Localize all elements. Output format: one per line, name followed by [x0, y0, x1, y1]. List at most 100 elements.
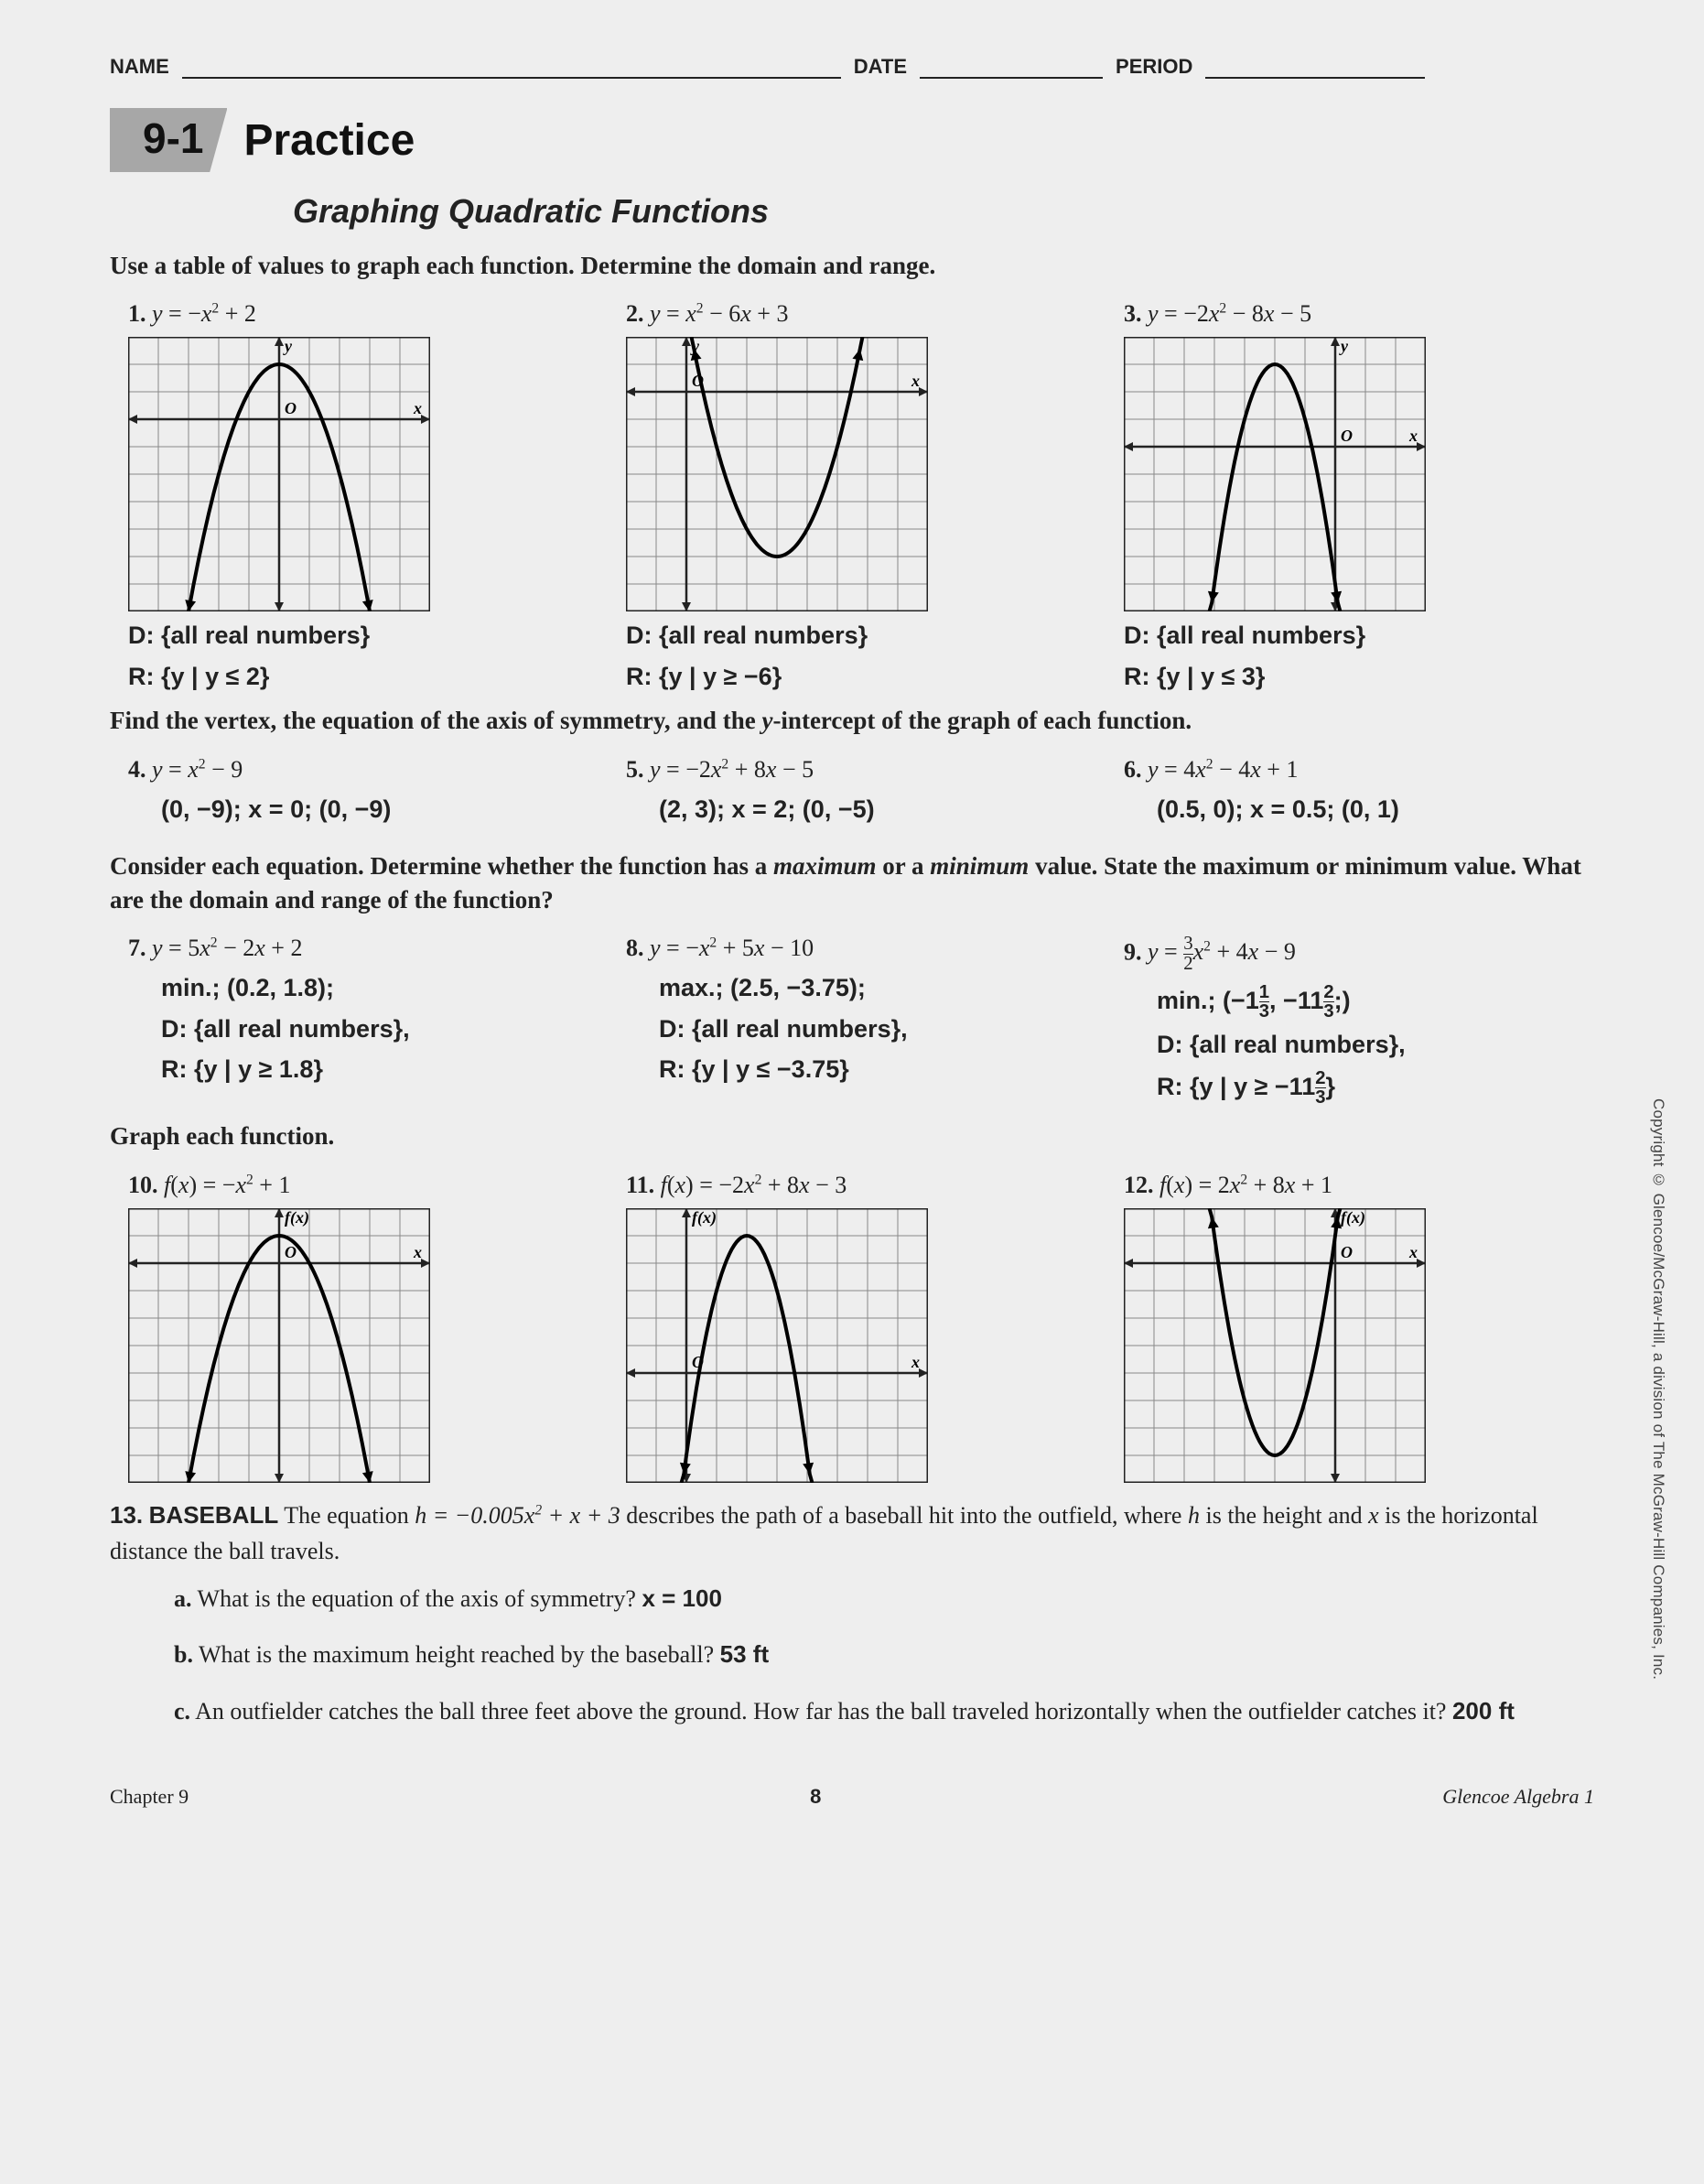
q9-l1: min.; (−113, −1123;) [1157, 983, 1594, 1022]
q6: 6. y = 4x2 − 4x + 1 (0.5, 0); x = 0.5; (… [1124, 756, 1594, 826]
row-q10-12: 10. f(x) = −x2 + 1 x f(x) O 11. f(x) = −2x… [128, 1172, 1594, 1483]
q13a: a. What is the equation of the axis of s… [174, 1580, 1594, 1618]
q1-graph: x y O [128, 337, 430, 611]
q11-eq: f(x) = −2x2 + 8x − 3 [661, 1172, 847, 1198]
row-q4-6: 4. y = x2 − 9 (0, −9); x = 0; (0, −9) 5.… [128, 756, 1594, 826]
q2-num: 2. [626, 300, 644, 327]
q1-range: R: {y | y ≤ 2} [128, 660, 599, 693]
lesson-number: 9-1 [110, 108, 227, 172]
svg-text:y: y [283, 337, 293, 355]
q10-num: 10. [128, 1172, 158, 1198]
q8-l3: R: {y | y ≤ −3.75} [659, 1053, 1096, 1086]
svg-text:O: O [1341, 1243, 1353, 1261]
q10: 10. f(x) = −x2 + 1 x f(x) O [128, 1172, 599, 1483]
q13-eq: h = −0.005x2 + x + 3 [415, 1502, 620, 1529]
svg-text:f(x): f(x) [1341, 1208, 1365, 1227]
q8: 8. y = −x2 + 5x − 10 max.; (2.5, −3.75);… [626, 935, 1096, 1107]
svg-text:O: O [1341, 427, 1353, 445]
period-label: PERIOD [1116, 55, 1192, 79]
svg-text:x: x [413, 399, 422, 417]
header-line: NAME DATE PERIOD [110, 55, 1594, 79]
svg-text:O: O [285, 399, 297, 417]
q10-eq: f(x) = −x2 + 1 [164, 1172, 290, 1198]
q13c-ans: 200 ft [1452, 1697, 1515, 1724]
svg-text:x: x [911, 1353, 920, 1371]
q13c: c. An outfielder catches the ball three … [174, 1692, 1594, 1731]
q12-graph: x f(x) O [1124, 1208, 1426, 1483]
q7-eq: y = 5x2 − 2x + 2 [152, 935, 302, 961]
lesson-title: Practice [243, 115, 415, 166]
name-blank [182, 55, 841, 79]
q9: 9. y = 32x2 + 4x − 9 min.; (−113, −1123;… [1124, 935, 1594, 1107]
q12-eq: f(x) = 2x2 + 8x + 1 [1159, 1172, 1332, 1198]
q5: 5. y = −2x2 + 8x − 5 (2, 3); x = 2; (0, … [626, 756, 1096, 826]
q11-num: 11. [626, 1172, 654, 1198]
q7-l2: D: {all real numbers}, [161, 1012, 599, 1045]
q1-eq: y = −x2 + 2 [152, 300, 256, 327]
q2-range: R: {y | y ≥ −6} [626, 660, 1096, 693]
q7-l3: R: {y | y ≥ 1.8} [161, 1053, 599, 1086]
q13b-ans: 53 ft [720, 1640, 769, 1668]
svg-text:f(x): f(x) [692, 1208, 717, 1227]
q7-l1: min.; (0.2, 1.8); [161, 971, 599, 1004]
q2: 2. y = x2 − 6x + 3 xyO D: {all real numb… [626, 300, 1096, 693]
q9-l2: D: {all real numbers}, [1157, 1028, 1594, 1061]
q3: 3. y = −2x2 − 8x − 5 x y O D: {all real nu… [1124, 300, 1594, 693]
q4: 4. y = x2 − 9 (0, −9); x = 0; (0, −9) [128, 756, 599, 826]
copyright-text: Copyright © Glencoe/McGraw-Hill, a divis… [1649, 1098, 1667, 1680]
q4-ans: (0, −9); x = 0; (0, −9) [161, 793, 599, 826]
q13a-ans: x = 100 [642, 1584, 721, 1612]
worksheet-page: NAME DATE PERIOD 9-1 Practice Graphing Q… [0, 0, 1704, 2184]
q13b: b. What is the maximum height reached by… [174, 1636, 1594, 1674]
instr-2: Find the vertex, the equation of the axi… [110, 704, 1594, 737]
q3-num: 3. [1124, 300, 1142, 327]
q5-eq: y = −2x2 + 8x − 5 [650, 756, 814, 783]
period-blank [1205, 55, 1425, 79]
lesson-bar: 9-1 Practice [110, 108, 1594, 172]
svg-text:x: x [1408, 1243, 1418, 1261]
q6-num: 6. [1124, 756, 1142, 783]
q6-eq: y = 4x2 − 4x + 1 [1148, 756, 1298, 783]
q10-graph: x f(x) O [128, 1208, 430, 1483]
q2-graph: xyO [626, 337, 928, 611]
q3-domain: D: {all real numbers} [1124, 619, 1594, 652]
q2-eq: y = x2 − 6x + 3 [650, 300, 788, 327]
q5-ans: (2, 3); x = 2; (0, −5) [659, 793, 1096, 826]
date-label: DATE [854, 55, 907, 79]
q4-eq: y = x2 − 9 [152, 756, 243, 783]
q11: 11. f(x) = −2x2 + 8x − 3 xf(x)O [626, 1172, 1096, 1483]
q12-num: 12. [1124, 1172, 1154, 1198]
q8-eq: y = −x2 + 5x − 10 [650, 935, 814, 961]
q8-l2: D: {all real numbers}, [659, 1012, 1096, 1045]
q3-eq: y = −2x2 − 8x − 5 [1148, 300, 1311, 327]
q13-label: BASEBALL [149, 1501, 279, 1529]
q4-num: 4. [128, 756, 146, 783]
q8-l1: max.; (2.5, −3.75); [659, 971, 1096, 1004]
q7-num: 7. [128, 935, 146, 961]
q12: 12. f(x) = 2x2 + 8x + 1 x f(x) O [1124, 1172, 1594, 1483]
q9-eq: y = 32x2 + 4x − 9 [1148, 938, 1296, 965]
q7: 7. y = 5x2 − 2x + 2 min.; (0.2, 1.8); D:… [128, 935, 599, 1107]
row-q1-3: 1. y = −x2 + 2 x y O D: {all real numbers}… [128, 300, 1594, 693]
q2-domain: D: {all real numbers} [626, 619, 1096, 652]
q13: 13. BASEBALL The equation h = −0.005x2 +… [110, 1497, 1594, 1569]
q3-range: R: {y | y ≤ 3} [1124, 660, 1594, 693]
q6-ans: (0.5, 0); x = 0.5; (0, 1) [1157, 793, 1594, 826]
chapter-label: Chapter 9 [110, 1785, 189, 1809]
q8-num: 8. [626, 935, 644, 961]
svg-text:x: x [1408, 427, 1418, 445]
subtitle: Graphing Quadratic Functions [293, 192, 1594, 231]
date-blank [920, 55, 1103, 79]
svg-text:x: x [413, 1243, 422, 1261]
q11-graph: xf(x)O [626, 1208, 928, 1483]
q1: 1. y = −x2 + 2 xyO D: {all real numbers}… [128, 300, 599, 693]
svg-text:O: O [285, 1243, 297, 1261]
name-label: NAME [110, 55, 169, 79]
svg-text:x: x [911, 372, 920, 390]
svg-text:f(x): f(x) [285, 1208, 309, 1227]
svg-text:y: y [1339, 337, 1349, 355]
q1-num: 1. [128, 300, 146, 327]
q3-graph: x y O [1124, 337, 1426, 611]
instr-4: Graph each function. [110, 1119, 1594, 1152]
row-q7-9: 7. y = 5x2 − 2x + 2 min.; (0.2, 1.8); D:… [128, 935, 1594, 1107]
